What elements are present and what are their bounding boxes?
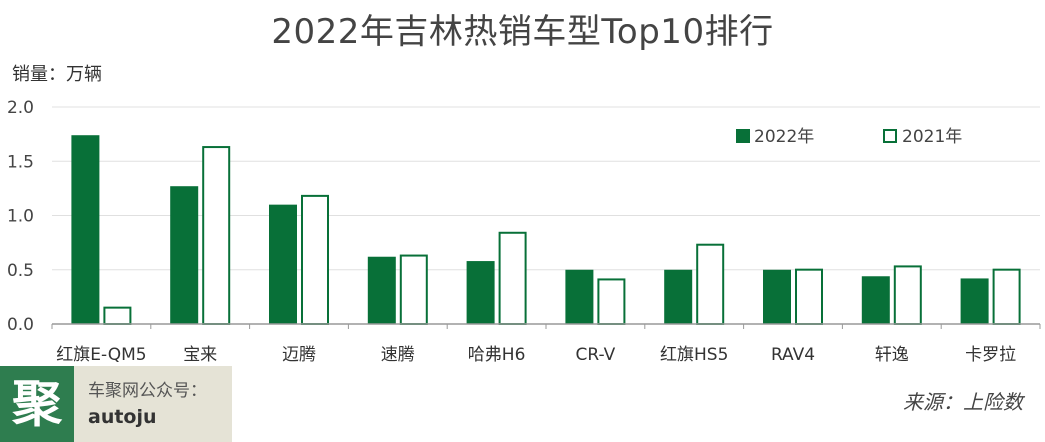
legend-label-2022: 2022年 — [754, 127, 814, 147]
bar-2021 — [893, 265, 922, 326]
x-category-label: 宝来 — [183, 345, 217, 365]
bar-2021 — [202, 146, 231, 325]
bar-2021 — [795, 268, 823, 326]
bar-2022 — [367, 256, 396, 324]
bar-2021 — [399, 254, 428, 325]
watermark-logo: 聚 车聚网公众号： autoju — [0, 366, 232, 442]
bar-2021 — [103, 306, 132, 326]
y-axis-ticks: 0.0 0.5 1.0 1.5 2.0 — [7, 98, 34, 335]
y-tick-label: 2.0 — [7, 98, 34, 118]
x-category-label: 红旗E-QM5 — [56, 345, 146, 365]
legend-label-2021: 2021年 — [902, 127, 962, 147]
source-note: 来源：上险数 — [903, 390, 1023, 414]
bar-2022 — [170, 186, 199, 324]
legend: 2022年 2021年 — [736, 127, 962, 147]
logo-text-line1: 车聚网公众号： — [88, 381, 207, 401]
bar-2022 — [960, 278, 989, 324]
logo-mark: 聚 — [0, 366, 74, 442]
bar-2022 — [763, 269, 791, 324]
x-category-label: 红旗HS5 — [660, 345, 728, 365]
bar-2021 — [597, 278, 626, 325]
legend-swatch-2022 — [736, 129, 750, 143]
bar-2022 — [664, 269, 693, 324]
y-tick-label: 0.0 — [7, 315, 34, 335]
bar-2021 — [498, 231, 527, 325]
x-category-label: 哈弗H6 — [468, 345, 526, 365]
logo-panel: 车聚网公众号： autoju — [74, 366, 232, 442]
logo-text-line2: autoju — [88, 406, 157, 428]
x-category-label: 迈腾 — [282, 345, 316, 365]
y-axis-unit-label: 销量：万辆 — [12, 64, 102, 85]
x-category-label: CR-V — [576, 345, 616, 365]
bar-2022 — [71, 135, 100, 324]
x-category-label: 轩逸 — [875, 345, 909, 365]
x-axis: 红旗E-QM5 宝来 迈腾 速腾 哈弗H6 CR-V 红旗HS5 RAV4 轩逸 卡罗拉 — [51, 323, 1041, 365]
bar-2021 — [696, 243, 725, 326]
legend-swatch-2021 — [883, 129, 897, 143]
chart-title: 2022年吉林热销车型Top10排行 — [271, 12, 774, 52]
bars — [71, 135, 1021, 326]
y-tick-label: 1.5 — [7, 152, 34, 172]
x-category-label: RAV4 — [771, 345, 815, 365]
bar-2022 — [565, 269, 594, 324]
x-category-label: 速腾 — [381, 345, 415, 365]
y-tick-label: 1.0 — [7, 207, 34, 227]
bar-2022 — [466, 261, 495, 324]
bar-2021 — [992, 268, 1021, 326]
bar-2022 — [861, 276, 890, 324]
bar-2022 — [269, 204, 297, 324]
y-tick-label: 0.5 — [7, 261, 34, 281]
x-category-label: 卡罗拉 — [965, 345, 1016, 365]
bar-2021 — [301, 194, 329, 325]
